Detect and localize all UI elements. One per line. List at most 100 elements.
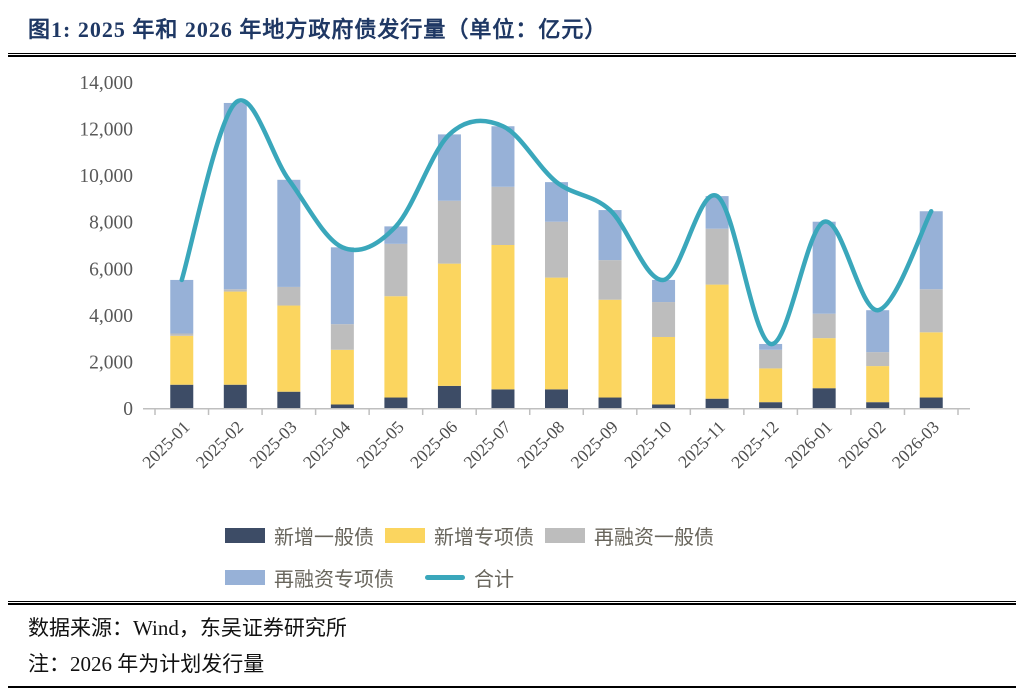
bar-segment bbox=[919, 289, 943, 333]
bar-segment bbox=[223, 289, 247, 292]
bar-segment bbox=[437, 134, 461, 201]
bar-segment bbox=[598, 397, 622, 408]
bar-segment bbox=[866, 366, 890, 403]
y-axis-label: 4,000 bbox=[89, 306, 133, 327]
bond-issuance-chart: 0 2,000 4,000 6,000 8,000 10,000 12,000 14,000 2… bbox=[79, 73, 970, 473]
legend-color-swatch bbox=[225, 527, 265, 543]
total-line bbox=[179, 98, 934, 347]
bar-segment bbox=[598, 260, 622, 300]
legend-color-swatch bbox=[385, 527, 425, 543]
bottom-divider bbox=[8, 686, 1016, 688]
x-axis-label: 2025-02 bbox=[192, 417, 247, 472]
bar-segment bbox=[384, 243, 408, 297]
x-axis-label: 2026-02 bbox=[834, 417, 889, 472]
bar-segment bbox=[223, 291, 247, 385]
x-axis-label: 2025-12 bbox=[727, 417, 782, 472]
bar-segment bbox=[491, 389, 515, 408]
bar-segment bbox=[652, 336, 676, 405]
bar-segment bbox=[866, 310, 890, 353]
y-axis-label: 0 bbox=[123, 399, 133, 420]
x-axis-label: 2025-05 bbox=[352, 417, 408, 473]
bar-segment bbox=[705, 284, 729, 399]
bar-segment bbox=[545, 182, 568, 222]
x-axis-label: 2025-10 bbox=[620, 417, 676, 473]
figure-note: 注：2026 年为计划发行量 bbox=[28, 652, 265, 676]
x-axis-label: 2025-07 bbox=[459, 417, 515, 473]
x-axis-label: 2025-09 bbox=[566, 417, 622, 473]
y-axis-label: 14,000 bbox=[79, 73, 133, 94]
bar-segment bbox=[223, 102, 247, 290]
chart-legend: 新增一般债 新增专项债 再融资一般债再融资专项债 合计 bbox=[225, 514, 995, 598]
bar-segment bbox=[277, 286, 301, 306]
legend-row: 新增一般债 新增专项债 再融资一般债 bbox=[225, 514, 995, 556]
bar-segment bbox=[866, 352, 890, 367]
y-axis-label: 12,000 bbox=[79, 120, 133, 141]
x-axis-label: 2025-01 bbox=[138, 417, 193, 472]
x-axis-label: 2025-06 bbox=[406, 417, 462, 473]
legend-label: 新增专项债 bbox=[434, 526, 534, 549]
title-divider bbox=[8, 52, 1016, 57]
footer-divider bbox=[8, 601, 1016, 605]
bar-segment bbox=[545, 389, 568, 408]
bar-segment bbox=[330, 349, 354, 405]
legend-label: 再融资专项债 bbox=[274, 568, 394, 591]
bar-segment bbox=[223, 384, 247, 408]
bar-segment bbox=[170, 333, 194, 336]
bar-segment bbox=[866, 402, 890, 408]
x-axis-label: 2026-01 bbox=[781, 417, 836, 472]
bar-segment bbox=[812, 221, 836, 314]
y-axis-label: 2,000 bbox=[89, 352, 133, 373]
bar-segment bbox=[491, 126, 515, 187]
x-axis-label: 2025-04 bbox=[299, 417, 355, 473]
bar-segment bbox=[759, 349, 783, 369]
bar-segment bbox=[652, 302, 676, 337]
legend-item: 再融资专项债 bbox=[225, 563, 425, 592]
x-axis-label: 2025-11 bbox=[674, 417, 729, 472]
legend-label: 新增一般债 bbox=[274, 526, 374, 549]
bar-segment bbox=[491, 186, 515, 245]
legend-item: 再融资一般债 bbox=[545, 521, 745, 550]
bar-segment bbox=[919, 397, 943, 408]
bar-segment bbox=[598, 210, 622, 261]
bar-segment bbox=[652, 279, 676, 303]
bar-segment bbox=[491, 245, 515, 390]
bar-segment bbox=[437, 200, 461, 264]
legend-label: 再融资一般债 bbox=[594, 526, 714, 549]
legend-item: 合计 bbox=[425, 563, 585, 592]
bar-segment bbox=[545, 277, 568, 390]
bar-segment bbox=[330, 404, 354, 408]
bar-segment bbox=[330, 247, 354, 325]
bar-segment bbox=[812, 313, 836, 339]
bar-segment bbox=[652, 404, 676, 408]
bar-segment bbox=[384, 397, 408, 408]
legend-color-swatch bbox=[545, 527, 585, 543]
legend-row: 再融资专项债 合计 bbox=[225, 556, 995, 598]
bar-segment bbox=[170, 335, 194, 385]
bar-segment bbox=[330, 324, 354, 350]
bar-segment bbox=[759, 402, 783, 408]
legend-label: 合计 bbox=[474, 568, 514, 591]
figure-title: 图1: 2025 年和 2026 年地方政府债发行量（单位：亿元） bbox=[28, 17, 608, 42]
bar-segment bbox=[277, 391, 301, 408]
x-axis-label: 2025-08 bbox=[513, 417, 569, 473]
bar-segment bbox=[598, 299, 622, 398]
x-axis-label: 2026-03 bbox=[888, 417, 944, 473]
bar-segment bbox=[705, 398, 729, 408]
bar-segment bbox=[384, 296, 408, 398]
bar-segment bbox=[759, 343, 783, 350]
y-axis-label: 8,000 bbox=[89, 213, 133, 234]
bar-segment bbox=[919, 332, 943, 398]
bar-segment bbox=[277, 305, 301, 392]
data-source: 数据来源：Wind，东吴证券研究所 bbox=[28, 616, 347, 640]
bar-segment bbox=[919, 211, 943, 290]
legend-item: 新增专项债 bbox=[385, 521, 545, 550]
y-axis-label: 6,000 bbox=[89, 259, 133, 280]
bar-segment bbox=[170, 384, 194, 408]
legend-color-swatch bbox=[225, 569, 265, 585]
bar-segment bbox=[545, 221, 568, 278]
bar-segment bbox=[437, 263, 461, 386]
bar-segment bbox=[437, 385, 461, 408]
bar-segment bbox=[812, 388, 836, 408]
bar-segment bbox=[277, 179, 301, 287]
